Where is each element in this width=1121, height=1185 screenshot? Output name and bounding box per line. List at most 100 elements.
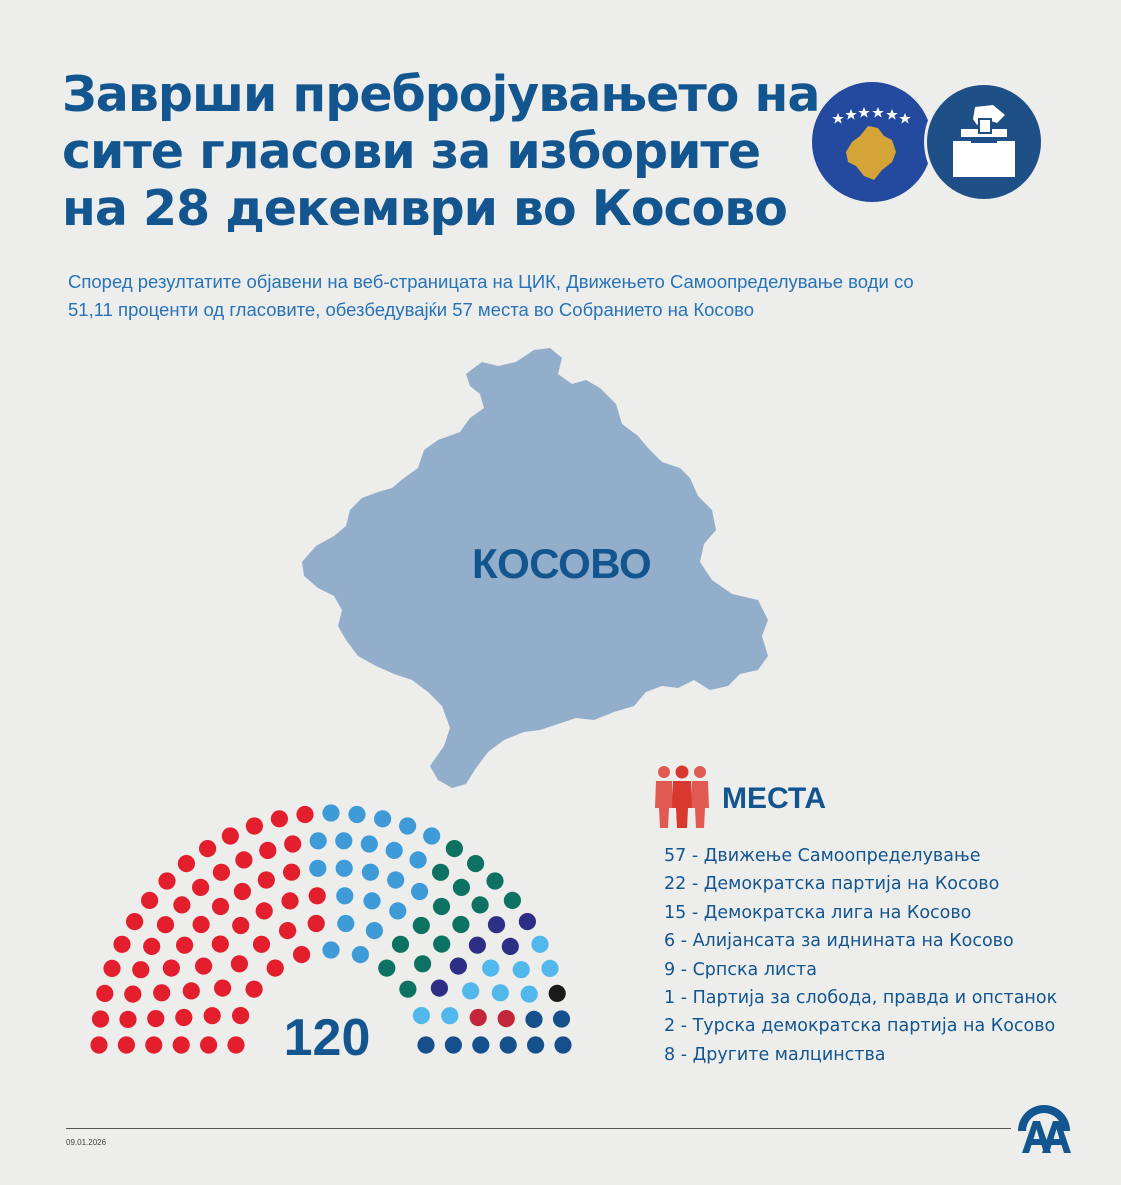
legend-item: 15 - Демократска лига на Косово bbox=[664, 902, 972, 923]
seat-dot bbox=[195, 957, 213, 975]
seat-legend: 57 - Движење Самоопределување 22 - Демок… bbox=[664, 842, 1057, 1069]
footer-divider bbox=[66, 1128, 1011, 1129]
seat-dot bbox=[462, 982, 480, 1000]
seat-dot bbox=[203, 1007, 221, 1025]
seat-dot bbox=[527, 1036, 545, 1054]
kosovo-map bbox=[302, 348, 768, 788]
seat-dot bbox=[266, 959, 284, 977]
seat-dot bbox=[293, 946, 311, 964]
title-line: на 28 декември во Косово bbox=[62, 180, 788, 237]
seat-dot bbox=[399, 817, 417, 835]
seat-dot bbox=[230, 955, 248, 973]
seat-dot bbox=[348, 805, 366, 824]
seat-dot bbox=[487, 916, 506, 934]
legend-item: 1 - Партија за слобода, правда и опстано… bbox=[664, 988, 1058, 1009]
seat-dot bbox=[471, 896, 489, 914]
seat-dot bbox=[233, 882, 251, 901]
seat-dot bbox=[374, 810, 392, 828]
seat-dot bbox=[554, 1036, 572, 1054]
subtitle-line: Според резултатите објавени на веб-стран… bbox=[68, 271, 914, 292]
seat-dot bbox=[172, 1036, 190, 1054]
seat-dot bbox=[124, 985, 142, 1003]
seat-dot bbox=[270, 810, 288, 828]
seat-dot bbox=[520, 985, 538, 1003]
ballot-box-icon bbox=[924, 82, 1044, 202]
legend-item: 8 - Другите малцинства bbox=[664, 1044, 886, 1065]
seat-dot bbox=[211, 897, 230, 916]
seat-dot bbox=[409, 851, 427, 869]
seat-dot bbox=[296, 805, 314, 824]
seat-dot bbox=[245, 980, 263, 998]
seat-dot bbox=[232, 1007, 250, 1025]
seat-dot bbox=[257, 871, 275, 889]
seat-dot bbox=[433, 935, 451, 953]
seat-dot bbox=[141, 891, 159, 909]
seat-dot bbox=[361, 863, 379, 881]
seat-dot bbox=[337, 914, 355, 933]
seat-dot bbox=[412, 916, 430, 935]
seat-dot bbox=[212, 863, 230, 881]
page-title: Заврши пребројувањето на сите гласови за… bbox=[62, 66, 820, 237]
seat-dot bbox=[351, 946, 369, 964]
seat-dot bbox=[126, 913, 144, 931]
aa-logo bbox=[1018, 1105, 1071, 1153]
legend-item: 6 - Алијансата за иднината на Косово bbox=[664, 931, 1014, 952]
legend-title: МЕСТА bbox=[722, 782, 827, 815]
seat-dot bbox=[486, 872, 504, 890]
seat-dot bbox=[153, 984, 171, 1002]
seat-dot bbox=[235, 851, 253, 869]
seat-dot bbox=[259, 841, 277, 859]
seat-dot bbox=[512, 961, 530, 979]
publish-date: 09.01.2026 bbox=[66, 1138, 107, 1147]
seat-dot bbox=[279, 922, 297, 940]
seat-dot bbox=[143, 937, 161, 955]
seat-dot bbox=[214, 979, 232, 997]
seat-dot bbox=[96, 984, 114, 1002]
seat-dot bbox=[378, 959, 396, 977]
seat-dot bbox=[518, 913, 536, 931]
seat-dot bbox=[387, 871, 405, 889]
seat-dot bbox=[499, 1036, 517, 1054]
seat-dot bbox=[411, 882, 429, 901]
seat-dot bbox=[423, 827, 441, 845]
seat-dot bbox=[199, 840, 217, 858]
seat-dot bbox=[322, 941, 340, 959]
title-line: сите гласови за изборите bbox=[62, 123, 761, 180]
legend-item: 57 - Движење Самоопределување bbox=[664, 846, 981, 866]
seat-dot bbox=[363, 892, 381, 910]
seat-dot bbox=[497, 1010, 515, 1028]
seat-dot bbox=[552, 1010, 571, 1028]
seat-dot bbox=[469, 1008, 487, 1027]
seat-dot bbox=[211, 935, 229, 953]
seat-dot bbox=[245, 817, 263, 835]
seat-dot bbox=[175, 1008, 193, 1027]
seat-dot bbox=[452, 915, 470, 934]
seat-dot bbox=[192, 878, 210, 896]
subtitle: Според резултатите објавени на веб-стран… bbox=[68, 268, 1058, 324]
legend-item: 9 - Српска листа bbox=[664, 959, 817, 980]
seat-dot bbox=[391, 935, 410, 953]
seat-dot bbox=[232, 916, 250, 935]
seat-dot bbox=[548, 984, 566, 1002]
seat-dot bbox=[336, 887, 354, 905]
seat-dot bbox=[255, 902, 273, 920]
seat-dot bbox=[441, 1007, 459, 1025]
seat-dot bbox=[284, 835, 302, 853]
subtitle-line: 51,11 проценти од гласовите, обезбедувај… bbox=[68, 299, 755, 320]
seat-dot bbox=[360, 835, 378, 853]
seat-dot bbox=[531, 935, 549, 953]
map-label: КОСОВО bbox=[472, 540, 652, 587]
seat-dot bbox=[173, 896, 191, 914]
seat-dot bbox=[414, 955, 432, 973]
seat-dot bbox=[113, 935, 131, 953]
seat-dot bbox=[147, 1010, 165, 1028]
seat-dot bbox=[467, 855, 485, 873]
seat-dot bbox=[449, 957, 467, 975]
seat-dot bbox=[117, 1036, 135, 1054]
seat-dot bbox=[309, 859, 327, 877]
seat-dot bbox=[252, 935, 271, 953]
kosovo-flag-icon bbox=[812, 82, 932, 202]
seat-dot bbox=[417, 1036, 435, 1054]
legend-item: 22 - Демократска партија на Косово bbox=[664, 874, 1000, 895]
seat-dot bbox=[177, 855, 195, 873]
